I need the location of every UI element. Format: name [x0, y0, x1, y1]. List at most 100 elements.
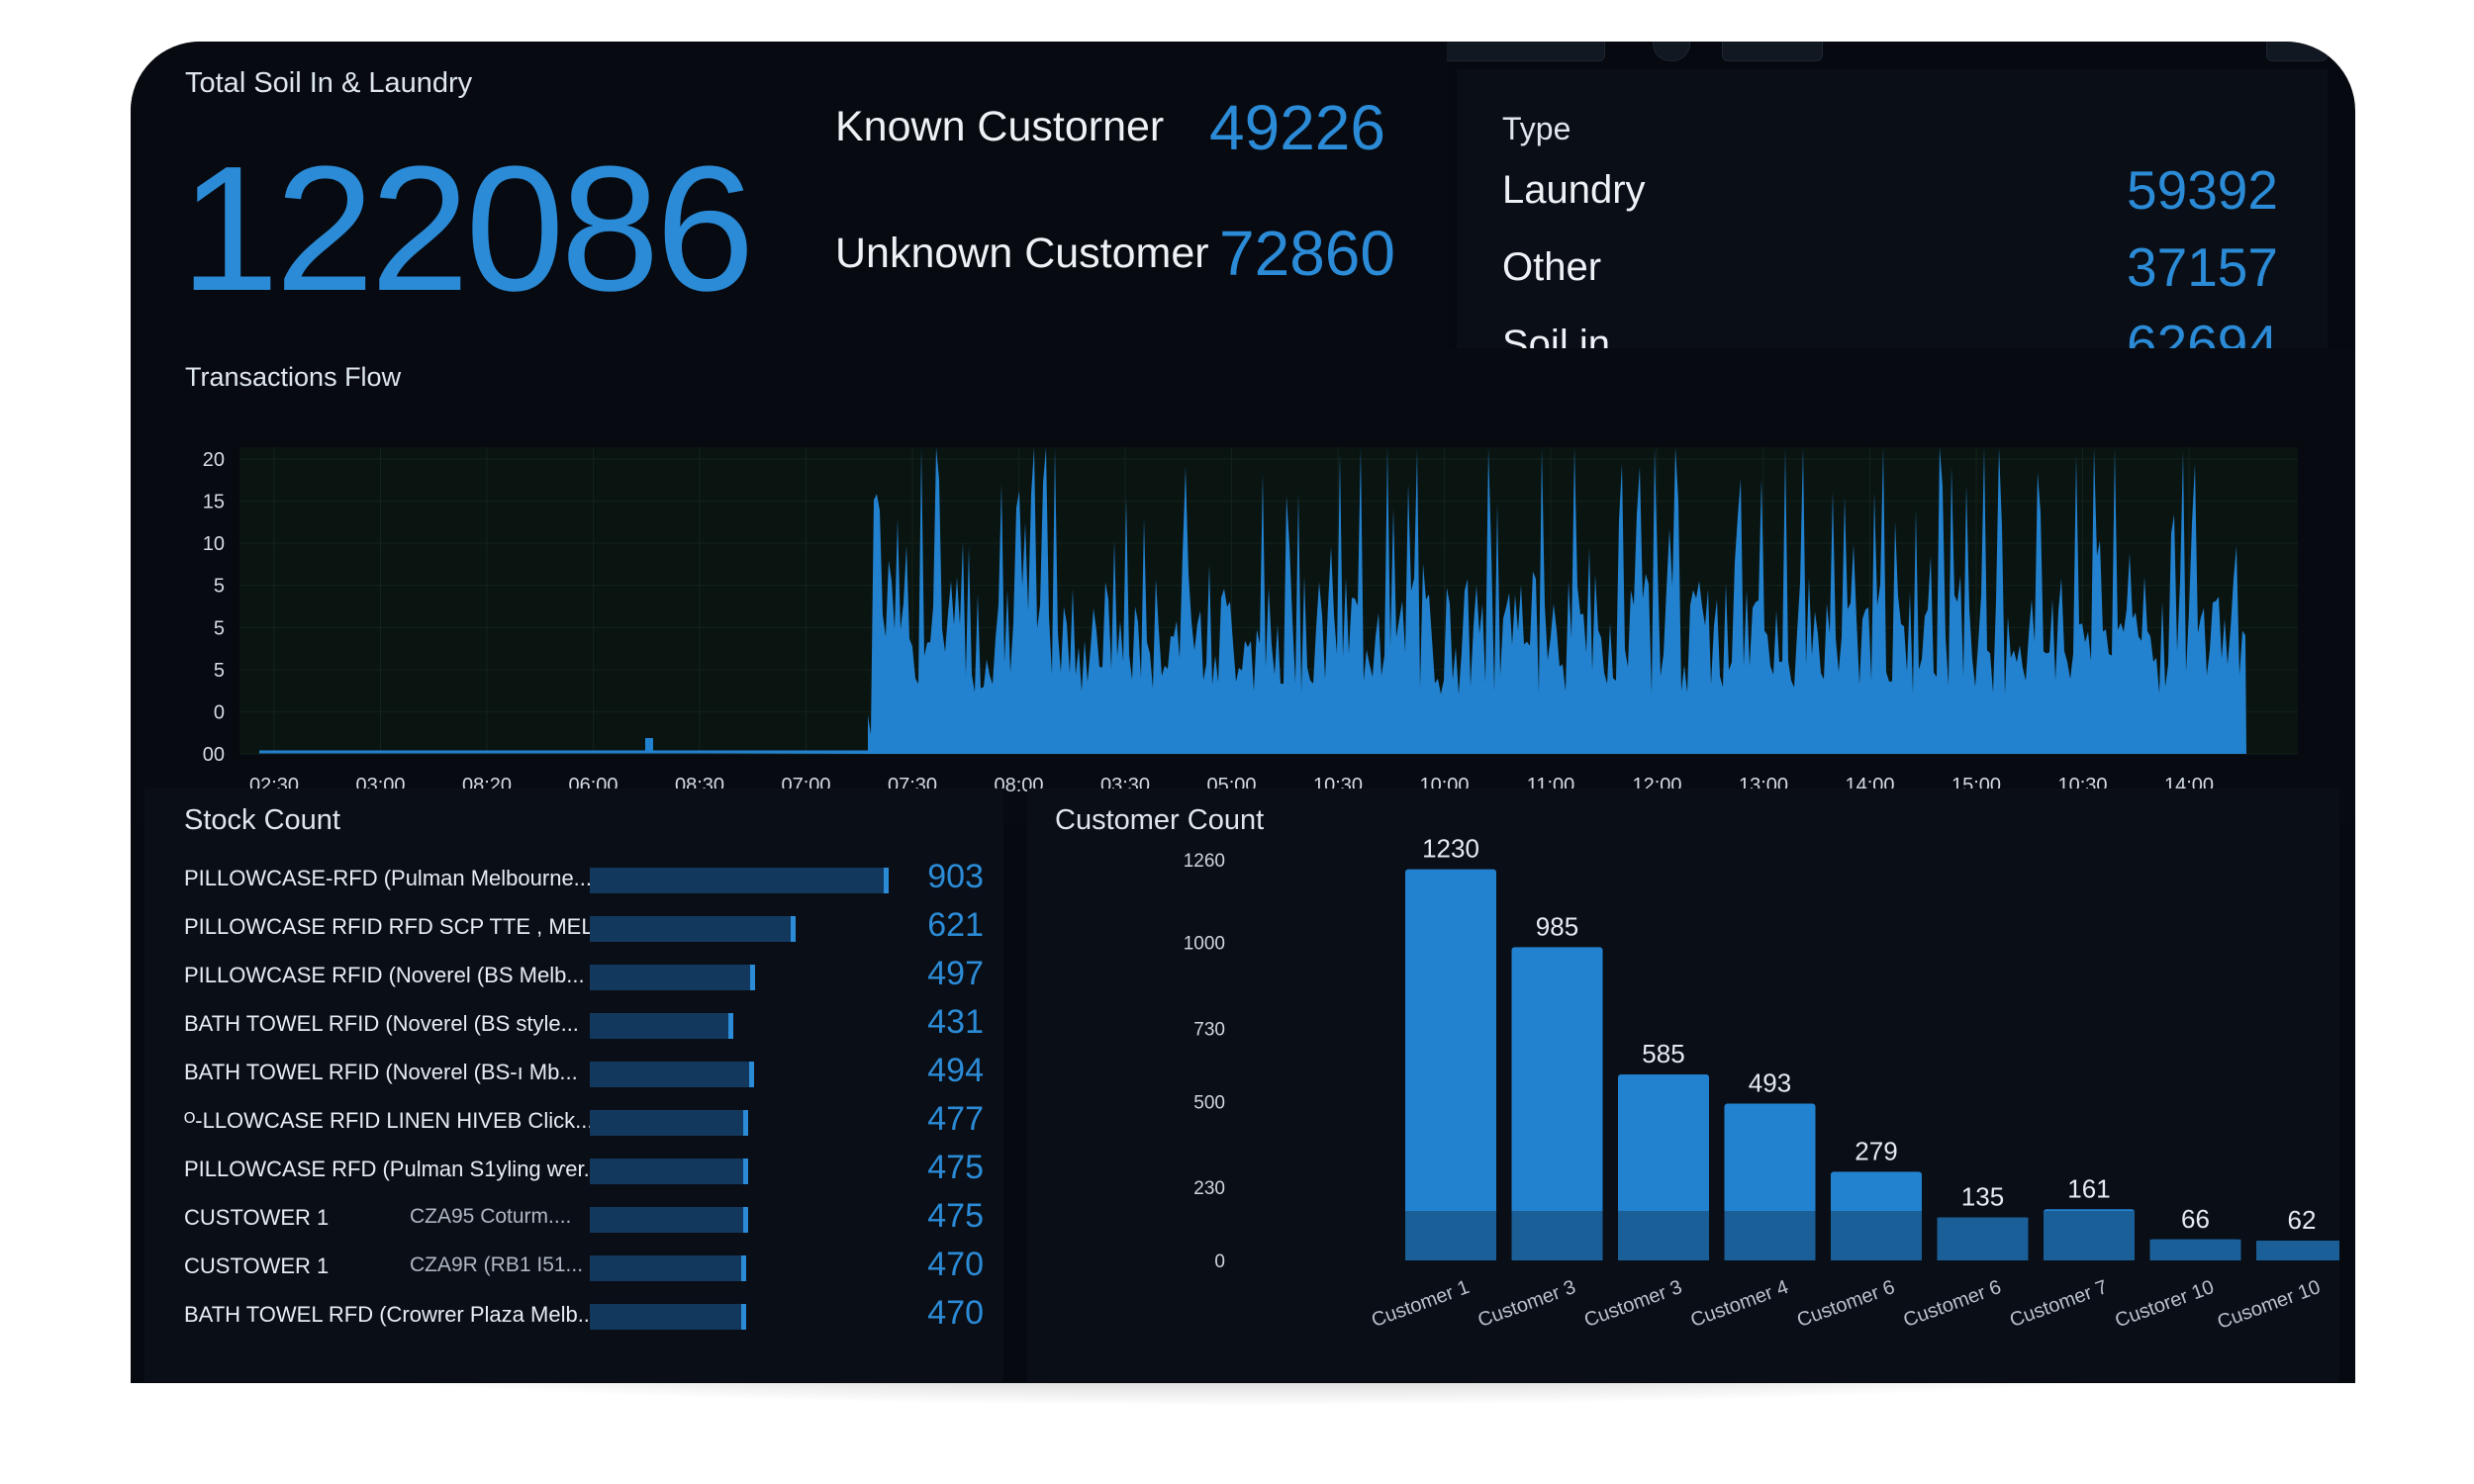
totals-panel: Total Soil In & Laundry 122086 Known Cus…: [131, 42, 1447, 358]
stock-item-value: 470: [927, 1294, 984, 1332]
customer-count-title: Customer Count: [1055, 804, 1265, 836]
stock-row[interactable]: PILLOWCASE RFD (Pulman S1yling ⱳer... 475: [184, 1149, 996, 1190]
customer-count-chart: 1260 1000 730 500 230 0 1230 Customer 1 985 Custo…: [1184, 834, 2339, 1334]
dashboard-window: Total Soil In & Laundry 122086 Known Cus…: [131, 42, 2355, 1383]
stock-row[interactable]: PILLOWCASE RFID (Noverel (BS Melb... 497: [184, 955, 996, 996]
stock-item-name: PILLOWCASE RFD (Pulman S1yling ⱳer...: [184, 1157, 602, 1181]
stock-bar-cap: [741, 1255, 746, 1281]
customer-bar-label: 493: [1749, 1068, 1791, 1098]
stock-row[interactable]: ᴼ-LLOWCASE RFID LINEN HIVEB Click... 477: [184, 1100, 996, 1142]
stock-row[interactable]: BATH TOWEL RFID (Noverel (BS style... 431: [184, 1003, 996, 1045]
stock-bar-cap: [884, 868, 889, 893]
stock-bar: [590, 1062, 754, 1087]
customer-y-tick: 730: [1193, 1019, 1225, 1040]
stock-bar-cap: [791, 916, 796, 942]
customer-bar[interactable]: [1405, 869, 1496, 1260]
customer-bar-label: 135: [1961, 1182, 2004, 1212]
stock-bar-cap: [749, 1062, 754, 1087]
stock-row[interactable]: BATH TOWEL RFID (Noverel (BS-ı Mb... 494: [184, 1052, 996, 1093]
stock-item-name: CUSTOWER 1: [184, 1205, 330, 1230]
customer-category-label: Cusomer 10: [2215, 1276, 2324, 1334]
known-customer-label: Known Custorner: [835, 103, 1165, 150]
flow-area: [259, 447, 2246, 754]
customer-bar-label: 161: [2067, 1173, 2110, 1203]
customer-bar-base: [2044, 1211, 2135, 1260]
customer-y-tick: 1000: [1184, 934, 1225, 955]
stock-item-value: 494: [927, 1052, 984, 1089]
refresh-icon[interactable]: [1653, 42, 1690, 61]
stock-bar-cap: [741, 1304, 746, 1330]
stock-item-code: CZA95 Coturm....: [410, 1205, 572, 1228]
stock-row[interactable]: BATH TOWEL RFD (Crowrer Plaza Melb... 470: [184, 1294, 996, 1336]
customer-bar-base: [2256, 1241, 2339, 1260]
stock-title: Stock Count: [184, 804, 340, 836]
customer-bar-base: [1831, 1211, 1922, 1260]
flow-y-tick: 5: [214, 617, 225, 639]
type-panel: Type Laundry 59392 Other 37157 Soil in 6…: [1457, 69, 2328, 376]
stock-item-name: CUSTOWER 1: [184, 1253, 330, 1278]
flow-y-tick: 5: [214, 660, 225, 682]
stock-bar-cap: [750, 965, 755, 990]
customer-bar-base: [1511, 1211, 1603, 1260]
customer-y-tick: 500: [1193, 1092, 1225, 1113]
stock-bar: [590, 1013, 733, 1039]
customer-category-label: Customer 3: [1581, 1276, 1685, 1332]
stock-item-value: 470: [927, 1246, 984, 1283]
stock-row[interactable]: PILLOWCASE-RFD (Pulman Melbourne... 903: [184, 858, 996, 899]
customer-bar-base: [1405, 1211, 1496, 1260]
customer-category-label: Customer 6: [1901, 1276, 2005, 1332]
customer-category-label: Customer 7: [2007, 1276, 2111, 1332]
known-customer-value: 49226: [1209, 92, 1385, 163]
stock-item-name: BATH TOWEL RFID (Noverel (BS-ı Mb...: [184, 1060, 578, 1084]
toolbar-menu-button[interactable]: [2266, 42, 2328, 61]
stock-row[interactable]: CUSTOWER 1 CZA95 Coturm.... 475: [184, 1197, 996, 1239]
stock-bar: [590, 1110, 748, 1136]
flow-y-tick: 20: [203, 449, 225, 471]
transactions-title: Transactions Flow: [185, 362, 402, 392]
stock-bar: [590, 965, 755, 990]
stock-row[interactable]: PILLOWCASE RFID RFD SCP TTE , MEL... 621: [184, 906, 996, 948]
stock-item-value: 477: [927, 1100, 984, 1138]
total-title: Total Soil In & Laundry: [185, 67, 473, 99]
stock-item-value: 475: [927, 1149, 984, 1186]
stock-row[interactable]: CUSTOWER 1 CZA9R (RB1 I51... 470: [184, 1246, 996, 1287]
customer-category-label: Customer 3: [1475, 1276, 1579, 1332]
stock-item-code: CZA9R (RB1 I51...: [410, 1253, 584, 1276]
stock-item-name: PILLOWCASE RFID (Noverel (BS Melb...: [184, 963, 585, 987]
stock-item-value: 903: [927, 858, 984, 895]
stock-item-value: 621: [927, 906, 984, 944]
stock-item-name: PILLOWCASE-RFD (Pulman Melbourne...: [184, 866, 593, 890]
customer-y-tick: 230: [1193, 1178, 1225, 1199]
type-laundry-value: 59392: [2127, 159, 2278, 221]
stock-item-value: 497: [927, 955, 984, 992]
stock-bar: [590, 916, 796, 942]
customer-category-label: Custorer 10: [2112, 1276, 2217, 1332]
stock-item-value: 475: [927, 1197, 984, 1235]
type-other-value: 37157: [2127, 236, 2278, 298]
stock-bar: [590, 868, 889, 893]
customer-bar-base: [2149, 1239, 2241, 1260]
customer-bar-label: 279: [1855, 1136, 1897, 1165]
flow-small-spike: [645, 738, 653, 752]
customer-y-tick: 1260: [1184, 851, 1225, 872]
stock-bar: [590, 1255, 746, 1281]
customer-bar[interactable]: [1511, 947, 1603, 1260]
transactions-panel: Transactions Flow 20 15 10 5 5 5 0 00 02:30 03:00…: [131, 348, 2355, 823]
customer-count-panel: Customer Count 1260 1000 730 500 230 0 1230 Cus…: [1027, 788, 2339, 1382]
total-value: 122086: [180, 130, 755, 328]
type-laundry-label: Laundry: [1502, 168, 1646, 212]
customer-category-label: Customer 6: [1794, 1276, 1898, 1332]
customer-bar-base: [1724, 1211, 1816, 1260]
customer-bar-label: 62: [2288, 1205, 2317, 1235]
stock-bar: [590, 1304, 746, 1330]
flow-y-tick: 0: [214, 701, 225, 723]
stock-item-name: BATH TOWEL RFID (Noverel (BS style...: [184, 1011, 579, 1036]
stock-bar-cap: [743, 1110, 748, 1136]
customer-bar-label: 1230: [1422, 834, 1479, 864]
cancel-button[interactable]: [1722, 42, 1823, 61]
type-title: Type: [1502, 111, 1571, 146]
type-other-label: Other: [1502, 245, 1602, 289]
unknown-customer-label: Unknown Customer: [835, 230, 1209, 277]
flow-y-tick: 5: [214, 576, 225, 598]
